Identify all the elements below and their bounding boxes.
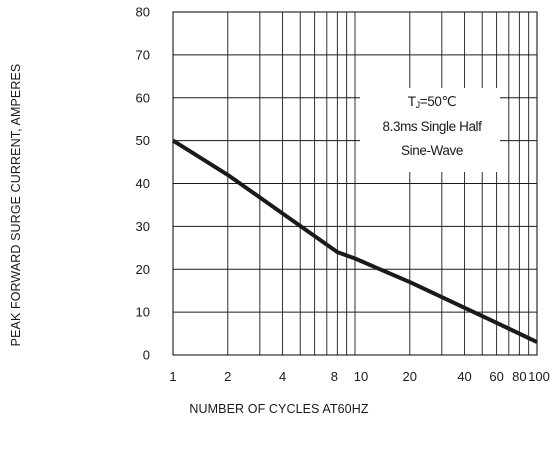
y-tick-labels: 0 10 20 30 40 50 60 70 80 [136, 5, 150, 363]
y-tick-label: 70 [136, 47, 150, 62]
series-layer [171, 138, 538, 344]
y-tick-label: 60 [136, 90, 150, 105]
x-tick-label: 100 [528, 369, 550, 384]
x-tick-label: 10 [354, 369, 368, 384]
y-tick-label: 10 [136, 305, 150, 320]
x-tick-label: 80 [512, 369, 526, 384]
y-tick-label: 80 [136, 5, 150, 20]
annotation-background [360, 88, 500, 172]
plot-frame [172, 11, 538, 356]
x-tick-label: 2 [224, 369, 231, 384]
y-tick-label: 50 [136, 133, 150, 148]
x-tick-label: 4 [279, 369, 286, 384]
y-tick-label: 0 [143, 348, 150, 363]
x-tick-label: 8 [331, 369, 338, 384]
annotation-line-temperature: TJ=50℃ [408, 94, 457, 110]
x-tick-label: 1 [169, 369, 176, 384]
annotation-box: TJ=50℃ 8.3ms Single Half Sine-Wave [360, 88, 500, 172]
y-axis-title: PEAK FORWARD SURGE CURRENT, AMPERES [9, 64, 23, 347]
x-tick-label: 60 [489, 369, 503, 384]
annotation-line-pulse: 8.3ms Single Half [383, 119, 483, 134]
x-tick-labels: 1 2 4 8 10 20 40 60 80 100 [169, 369, 549, 384]
y-tick-label: 20 [136, 262, 150, 277]
grid [172, 11, 538, 356]
y-tick-label: 30 [136, 219, 150, 234]
surge-current-line [171, 138, 538, 344]
x-tick-label: 40 [457, 369, 471, 384]
y-tick-label: 40 [136, 176, 150, 191]
x-axis-title: NUMBER OF CYCLES AT60HZ [189, 402, 368, 416]
annotation-line-waveform: Sine-Wave [401, 143, 463, 158]
x-tick-label: 20 [403, 369, 417, 384]
